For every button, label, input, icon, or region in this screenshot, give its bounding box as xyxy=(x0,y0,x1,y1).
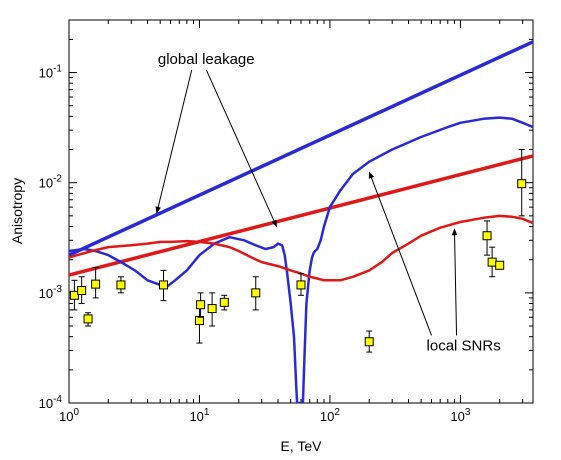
point-marker xyxy=(364,337,374,347)
data-point xyxy=(251,276,261,311)
curve-3 xyxy=(69,116,533,403)
annotation-arrow xyxy=(451,228,458,336)
annotations: global leakage local SNRs xyxy=(155,51,501,354)
y-tick-label: 10-1 xyxy=(39,64,63,81)
curves xyxy=(69,40,533,403)
point-marker xyxy=(77,286,87,296)
point-marker xyxy=(482,231,492,241)
annotation-label: local SNRs xyxy=(427,337,501,354)
x-tick-labels: 100 101 102 103 xyxy=(59,407,471,424)
point-marker xyxy=(296,280,306,290)
point-marker xyxy=(487,257,497,267)
data-point xyxy=(116,276,126,294)
point-marker xyxy=(219,297,229,307)
point-marker xyxy=(83,314,93,324)
x-tick-label: 103 xyxy=(450,407,470,424)
point-marker xyxy=(69,290,79,300)
annotation-arrow xyxy=(155,69,193,214)
data-point xyxy=(77,276,87,305)
point-marker xyxy=(207,304,217,314)
x-tick-label: 100 xyxy=(59,407,79,424)
point-marker xyxy=(194,316,204,326)
data-point xyxy=(517,149,527,217)
point-marker xyxy=(495,260,505,270)
data-point xyxy=(296,272,306,296)
curve-1 xyxy=(69,40,533,257)
annotation-arrow xyxy=(368,171,433,336)
curve-2 xyxy=(69,154,533,277)
x-axis-title: E, TeV xyxy=(281,438,323,454)
data-point xyxy=(207,292,217,327)
data-points xyxy=(69,149,527,353)
y-axis-title: Anisotropy xyxy=(9,178,25,244)
data-point xyxy=(158,269,168,302)
axis-ticks xyxy=(68,20,533,404)
point-marker xyxy=(158,280,168,290)
data-point xyxy=(482,220,492,256)
data-point xyxy=(69,279,79,311)
data-point xyxy=(83,312,93,327)
y-tick-label: 10-4 xyxy=(39,394,63,411)
annotation-label: global leakage xyxy=(158,51,255,68)
data-point xyxy=(364,330,374,353)
curve-4 xyxy=(69,214,533,282)
data-point xyxy=(194,303,204,344)
data-point xyxy=(196,292,206,318)
x-tick-label: 102 xyxy=(320,407,340,424)
point-marker xyxy=(91,279,101,289)
point-marker xyxy=(116,280,126,290)
data-point xyxy=(91,266,101,299)
data-point xyxy=(495,260,505,270)
point-marker xyxy=(517,179,527,189)
x-tick-label: 101 xyxy=(189,407,209,424)
annotation-arrow xyxy=(205,69,278,228)
point-marker xyxy=(196,300,206,310)
data-point xyxy=(219,294,229,311)
y-tick-label: 10-3 xyxy=(39,284,63,301)
y-tick-label: 10-2 xyxy=(39,174,63,191)
data-point xyxy=(487,246,497,278)
y-tick-labels: 10-4 10-3 10-2 10-1 xyxy=(39,64,63,411)
point-marker xyxy=(251,288,261,298)
